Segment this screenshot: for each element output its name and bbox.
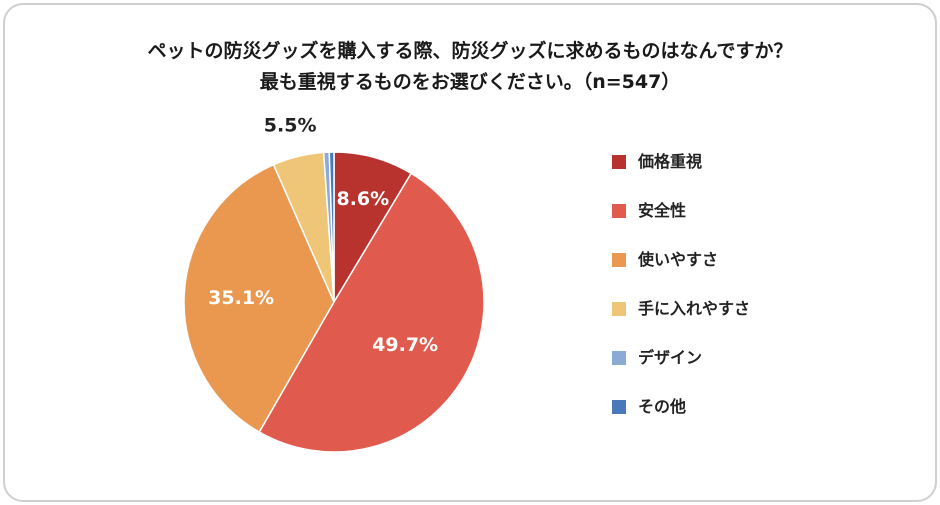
legend-label: 手に入れやすさ [638, 299, 751, 318]
legend-swatch [612, 351, 626, 365]
legend-label: デザイン [638, 348, 703, 367]
legend-label: 価格重視 [638, 152, 703, 171]
legend-swatch [612, 155, 626, 169]
legend-swatch [612, 302, 626, 316]
pie-slice-6 [328, 151, 335, 303]
pie-slice-3 [183, 163, 335, 434]
data-label-3: 35.1% [208, 287, 274, 309]
pie-slice-2 [258, 172, 485, 453]
chart-title: ペットの防災グッズを購入する際、防災グッズに求めるものはなんですか？ 最も重視す… [0, 36, 940, 98]
data-label-1: 8.6% [336, 188, 389, 210]
legend-swatch [612, 400, 626, 414]
title-line-1: ペットの防災グッズを購入する際、防災グッズに求めるものはなんですか？ [147, 40, 793, 62]
legend-label: 使いやすさ [638, 250, 719, 269]
data-label-2: 49.7% [372, 334, 438, 356]
title-line-2: 最も重視するものをお選びください。（n=547） [259, 71, 681, 93]
data-label-4: 5.5% [264, 114, 317, 136]
legend-swatch [612, 253, 626, 267]
legend-swatch [612, 204, 626, 218]
legend-label: 安全性 [638, 201, 687, 220]
legend-label: その他 [638, 397, 687, 416]
